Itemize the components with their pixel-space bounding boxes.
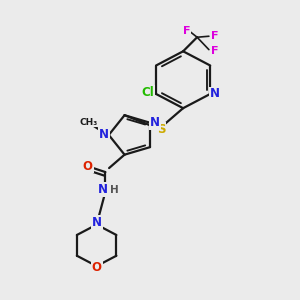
Text: N: N [99, 128, 109, 141]
Text: N: N [210, 88, 220, 100]
Text: N: N [98, 183, 108, 196]
Text: S: S [157, 123, 165, 136]
Text: N: N [92, 216, 102, 230]
Text: O: O [83, 160, 93, 172]
Text: H: H [110, 185, 118, 195]
Text: O: O [92, 261, 102, 274]
Text: F: F [183, 26, 190, 35]
Text: Cl: Cl [142, 86, 154, 99]
Text: N: N [150, 116, 160, 129]
Text: F: F [211, 46, 218, 56]
Text: F: F [211, 31, 218, 41]
Text: CH₃: CH₃ [80, 118, 98, 127]
